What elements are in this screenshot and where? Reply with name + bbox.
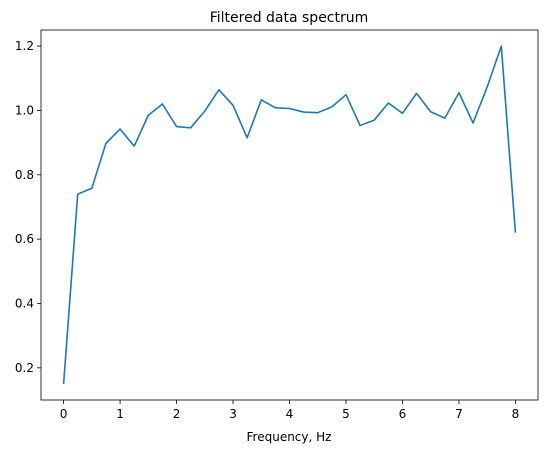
- y-tick-label: 0.6: [15, 232, 34, 246]
- y-tick-label: 1.2: [15, 39, 34, 53]
- x-tick-label: 8: [512, 407, 520, 421]
- x-tick-label: 3: [229, 407, 237, 421]
- plot-area: [62, 45, 517, 384]
- y-tick-label: 0.8: [15, 168, 34, 182]
- x-tick-label: 2: [173, 407, 181, 421]
- y-axis: 0.2 0.4 0.6 0.8 1.0 1.2: [15, 39, 41, 375]
- x-tick-label: 4: [286, 407, 294, 421]
- x-tick-label: 1: [116, 407, 124, 421]
- x-tick-label: 7: [455, 407, 463, 421]
- x-tick-label: 5: [342, 407, 350, 421]
- x-tick-label: 0: [60, 407, 68, 421]
- chart-title: Filtered data spectrum: [210, 10, 369, 26]
- x-axis-label: Frequency, Hz: [247, 430, 332, 444]
- series-line: [62, 45, 517, 384]
- x-axis: 0 1 2 3 4 5 6 7 8: [60, 400, 519, 421]
- y-tick-label: 0.4: [15, 296, 34, 310]
- x-tick-label: 6: [399, 407, 407, 421]
- y-tick-label: 0.2: [15, 361, 34, 375]
- y-tick-label: 1.0: [15, 103, 34, 117]
- plot-frame: [40, 29, 539, 401]
